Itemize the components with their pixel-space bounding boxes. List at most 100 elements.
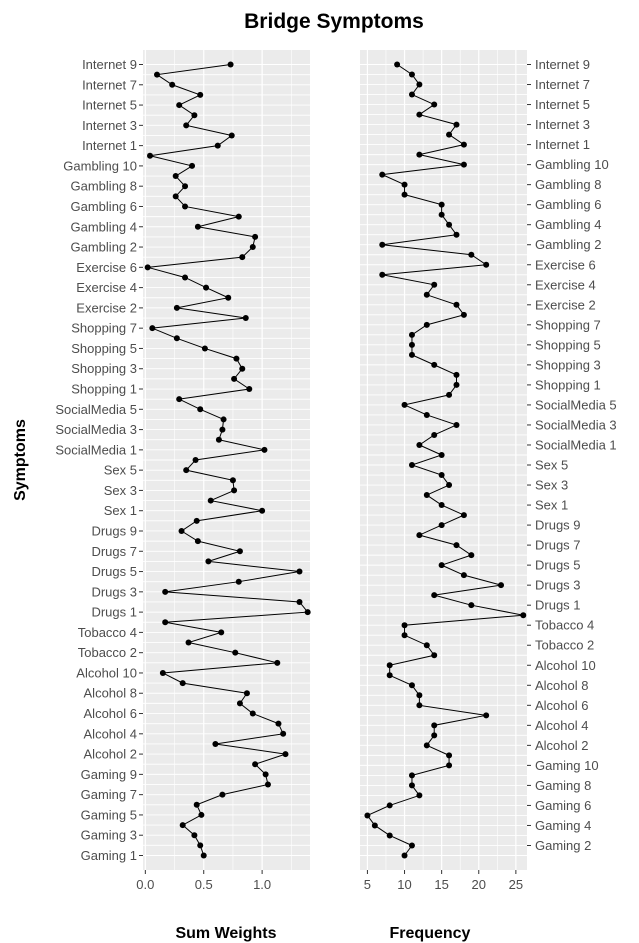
- data-point: [274, 659, 281, 666]
- data-point: [227, 61, 234, 68]
- y-tick-label: Shopping 7: [71, 321, 137, 336]
- data-point: [431, 431, 438, 438]
- y-tick-label: Internet 3: [535, 117, 590, 132]
- y-tick-label: Drugs 7: [91, 544, 137, 559]
- data-point: [379, 241, 386, 248]
- data-point: [431, 732, 438, 739]
- data-point: [176, 102, 183, 109]
- y-tick-label: Internet 9: [535, 57, 590, 72]
- data-point: [431, 592, 438, 599]
- data-point: [252, 233, 259, 240]
- data-point: [386, 662, 393, 669]
- data-point: [231, 375, 238, 382]
- data-point: [401, 191, 408, 198]
- data-point: [246, 386, 253, 393]
- y-tick-label: Gaming 1: [81, 848, 137, 863]
- data-point: [182, 203, 189, 210]
- y-tick-label: Gambling 10: [63, 158, 137, 173]
- data-point: [483, 712, 490, 719]
- data-point: [149, 325, 156, 332]
- y-tick-label: Gaming 6: [535, 798, 591, 813]
- y-tick-label: Alcohol 6: [84, 706, 137, 721]
- y-tick-label: Sex 5: [535, 458, 568, 473]
- data-point: [379, 171, 386, 178]
- data-point: [203, 284, 210, 291]
- y-tick-label: Exercise 2: [535, 297, 596, 312]
- data-point: [235, 578, 242, 585]
- data-point: [172, 173, 179, 180]
- y-tick-label: Alcohol 8: [84, 686, 137, 701]
- data-point: [401, 181, 408, 188]
- data-point: [438, 211, 445, 218]
- data-point: [386, 802, 393, 809]
- y-tick-label: Sex 1: [535, 498, 568, 513]
- y-tick-label: Tobacco 4: [535, 618, 594, 633]
- y-tick-label: Gaming 3: [81, 828, 137, 843]
- y-tick-label: Drugs 7: [535, 538, 581, 553]
- data-point: [296, 598, 303, 605]
- data-point: [296, 568, 303, 575]
- left-series: [144, 61, 311, 859]
- data-point: [197, 91, 204, 98]
- y-tick-label: Gaming 9: [81, 767, 137, 782]
- data-point: [262, 771, 269, 778]
- data-point: [401, 401, 408, 408]
- data-point: [282, 751, 289, 758]
- y-tick-label: Gaming 7: [81, 787, 137, 802]
- y-tick-label: Internet 3: [82, 118, 137, 133]
- data-point: [235, 213, 242, 220]
- data-point: [460, 512, 467, 519]
- data-point: [215, 436, 222, 443]
- data-point: [453, 301, 460, 308]
- y-tick-label: Gambling 8: [71, 179, 137, 194]
- data-point: [386, 832, 393, 839]
- x-tick-label: 1.0: [253, 877, 271, 892]
- y-tick-label: Alcohol 10: [535, 658, 596, 673]
- data-point: [446, 221, 453, 228]
- y-tick-label: Internet 5: [535, 97, 590, 112]
- data-point: [460, 311, 467, 318]
- data-point: [438, 562, 445, 569]
- y-tick-label: Drugs 3: [535, 578, 581, 593]
- data-point: [468, 251, 475, 258]
- y-tick-label: Tobacco 2: [78, 645, 137, 660]
- series-line: [366, 64, 524, 856]
- y-tick-label: Gaming 4: [535, 818, 591, 833]
- y-tick-label: Gambling 8: [535, 177, 601, 192]
- data-point: [431, 361, 438, 368]
- data-point: [207, 497, 214, 504]
- data-point: [201, 345, 208, 352]
- data-point: [468, 552, 475, 559]
- y-tick-label: Shopping 7: [535, 317, 601, 332]
- data-point: [431, 652, 438, 659]
- data-point: [520, 612, 527, 619]
- data-point: [219, 791, 226, 798]
- data-point: [438, 472, 445, 479]
- data-point: [261, 446, 268, 453]
- y-tick-label: SocialMedia 1: [55, 442, 137, 457]
- data-point: [446, 762, 453, 769]
- y-tick-label: Internet 7: [535, 77, 590, 92]
- data-point: [453, 371, 460, 378]
- data-point: [243, 690, 250, 697]
- y-tick-label: Shopping 3: [71, 361, 137, 376]
- data-point: [194, 223, 201, 230]
- y-tick-label: Internet 5: [82, 98, 137, 113]
- left-x-axis: 0.0 0.5 1.0: [136, 870, 271, 892]
- data-point: [182, 274, 189, 281]
- y-tick-label: Alcohol 8: [535, 678, 588, 693]
- y-tick-label: Drugs 1: [535, 598, 581, 613]
- data-point: [200, 852, 207, 859]
- left-x-axis-title: Sum Weights: [175, 925, 276, 942]
- x-tick-label: 25: [509, 877, 523, 892]
- data-point: [191, 832, 198, 839]
- data-point: [239, 254, 246, 261]
- left-y-axis-labels: Gaming 1 Gaming 3 Gaming 5 Gaming 7 Gaming 9…: [55, 57, 143, 863]
- data-point: [236, 700, 243, 707]
- data-point: [408, 71, 415, 78]
- data-point: [423, 492, 430, 499]
- data-point: [304, 609, 311, 616]
- data-point: [416, 81, 423, 88]
- data-point: [431, 101, 438, 108]
- y-tick-label: SocialMedia 1: [535, 437, 617, 452]
